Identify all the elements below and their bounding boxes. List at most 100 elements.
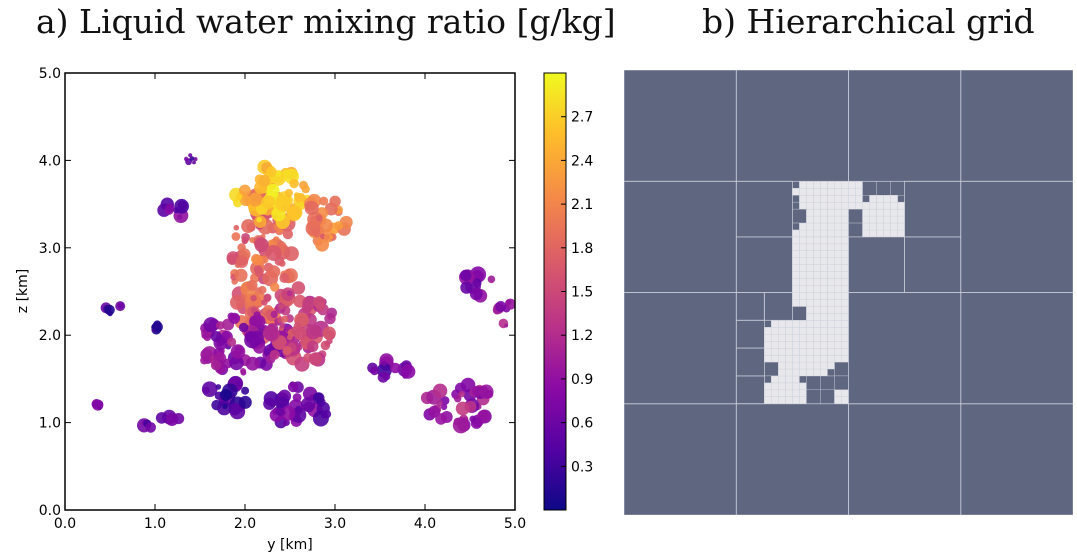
grid-cell — [792, 327, 800, 335]
grid-cell — [834, 201, 842, 210]
grid-cell — [820, 347, 828, 356]
cloud-cell — [289, 178, 299, 189]
cloud-cell — [243, 294, 253, 303]
cloud-cell — [305, 324, 321, 340]
grid-cell — [841, 334, 849, 342]
grid-cell — [820, 271, 828, 279]
colorbar: 0.3 0.6 0.9 1.2 1.5 1.8 2.1 2.4 2.7 — [543, 72, 593, 511]
colorbar-tick-label: 1.8 — [571, 241, 593, 257]
grid-cell — [764, 341, 772, 349]
cloud-cell — [155, 412, 168, 424]
grid-cell — [834, 236, 842, 245]
grid-cell — [841, 271, 849, 279]
grid-cell — [771, 375, 779, 384]
cloud-cell — [284, 246, 299, 261]
y-tick-label: 5.0 — [39, 66, 61, 82]
grid-cell — [806, 236, 814, 245]
cloud-cell — [246, 279, 258, 291]
grid-cell — [820, 306, 828, 314]
grid-cell — [841, 236, 849, 245]
cloud-cell — [252, 254, 264, 266]
grid-cell — [785, 327, 793, 335]
grid-cell — [827, 334, 835, 342]
cloud-cell — [294, 327, 307, 341]
grid-cell — [799, 229, 807, 238]
cloud-cell — [189, 156, 195, 162]
cloud-cell — [228, 312, 241, 324]
cloud-cell — [165, 203, 175, 213]
y-tick-label: 1.0 — [39, 416, 61, 432]
grid-cell — [820, 299, 828, 307]
cloud-cell — [504, 298, 515, 310]
grid-cell — [897, 201, 905, 210]
grid-cell — [820, 208, 828, 217]
grid-cell — [778, 361, 786, 370]
cloud-cell — [322, 409, 332, 419]
grid-cell — [806, 327, 814, 335]
grid-cell — [771, 354, 779, 363]
cloud-cell — [381, 360, 387, 367]
grid-cell — [820, 313, 828, 321]
grid-cell — [799, 236, 807, 245]
grid-cell — [855, 201, 863, 210]
grid-cell — [806, 215, 814, 224]
cloud-cell — [263, 293, 272, 302]
cloud-cell — [234, 268, 248, 282]
grid-cell — [799, 250, 807, 258]
grid-cell — [792, 250, 800, 258]
grid-cell — [792, 396, 800, 404]
grid-cell — [841, 215, 849, 224]
cloud-cell — [459, 269, 472, 282]
grid-cell — [869, 201, 877, 210]
grid-cell — [785, 334, 793, 342]
colorbar-tick-label: 0.6 — [571, 416, 593, 432]
cloud-cell — [282, 346, 292, 356]
grid-cell — [806, 368, 814, 377]
grid-cell — [834, 306, 842, 314]
cloud-cell — [322, 326, 336, 340]
grid-cell — [806, 222, 814, 231]
cloud-cell — [495, 301, 507, 312]
grid-cell — [813, 306, 821, 314]
grid-cell — [771, 341, 779, 349]
grid-cell — [883, 208, 891, 217]
grid-cell — [806, 188, 814, 196]
grid-cell — [799, 396, 807, 404]
grid-cell — [799, 264, 807, 272]
cloud-cell — [286, 334, 293, 341]
y-tick-label: 2.0 — [39, 328, 61, 344]
cloud-cell — [282, 169, 290, 177]
grid-cell — [820, 243, 828, 251]
grid-cell — [869, 222, 877, 231]
colorbar-ticks: 0.3 0.6 0.9 1.2 1.5 1.8 2.1 2.4 2.7 — [561, 110, 593, 475]
grid-cell — [883, 201, 891, 210]
grid-cell — [876, 222, 884, 231]
grid-cell — [834, 334, 842, 342]
cloud-cell — [275, 195, 291, 212]
grid-cell — [820, 188, 828, 196]
grid-cell — [876, 195, 884, 203]
grid-cell — [806, 250, 814, 258]
grid-cell — [806, 229, 814, 238]
grid-cell — [855, 188, 863, 196]
cloud-cell — [245, 356, 260, 371]
colorbar-tick-label: 0.9 — [571, 372, 593, 388]
grid-cell — [792, 229, 800, 238]
grid-cell — [813, 327, 821, 335]
grid-cell — [799, 327, 807, 335]
grid-cell — [827, 250, 835, 258]
grid-cell — [834, 347, 842, 356]
grid-cell — [813, 250, 821, 258]
x-tick-label: 1.0 — [144, 516, 166, 532]
cloud-cell — [267, 265, 281, 279]
cloud-cell — [235, 193, 243, 201]
cloud-cell — [458, 391, 465, 398]
grid-cell — [890, 229, 898, 238]
grid-cell — [813, 341, 821, 349]
grid-cell — [841, 250, 849, 258]
grid-cell — [799, 320, 807, 328]
cloud-cell — [302, 296, 316, 310]
grid-cell — [799, 361, 807, 370]
grid-cell — [806, 201, 814, 210]
grid-cell — [827, 299, 835, 307]
